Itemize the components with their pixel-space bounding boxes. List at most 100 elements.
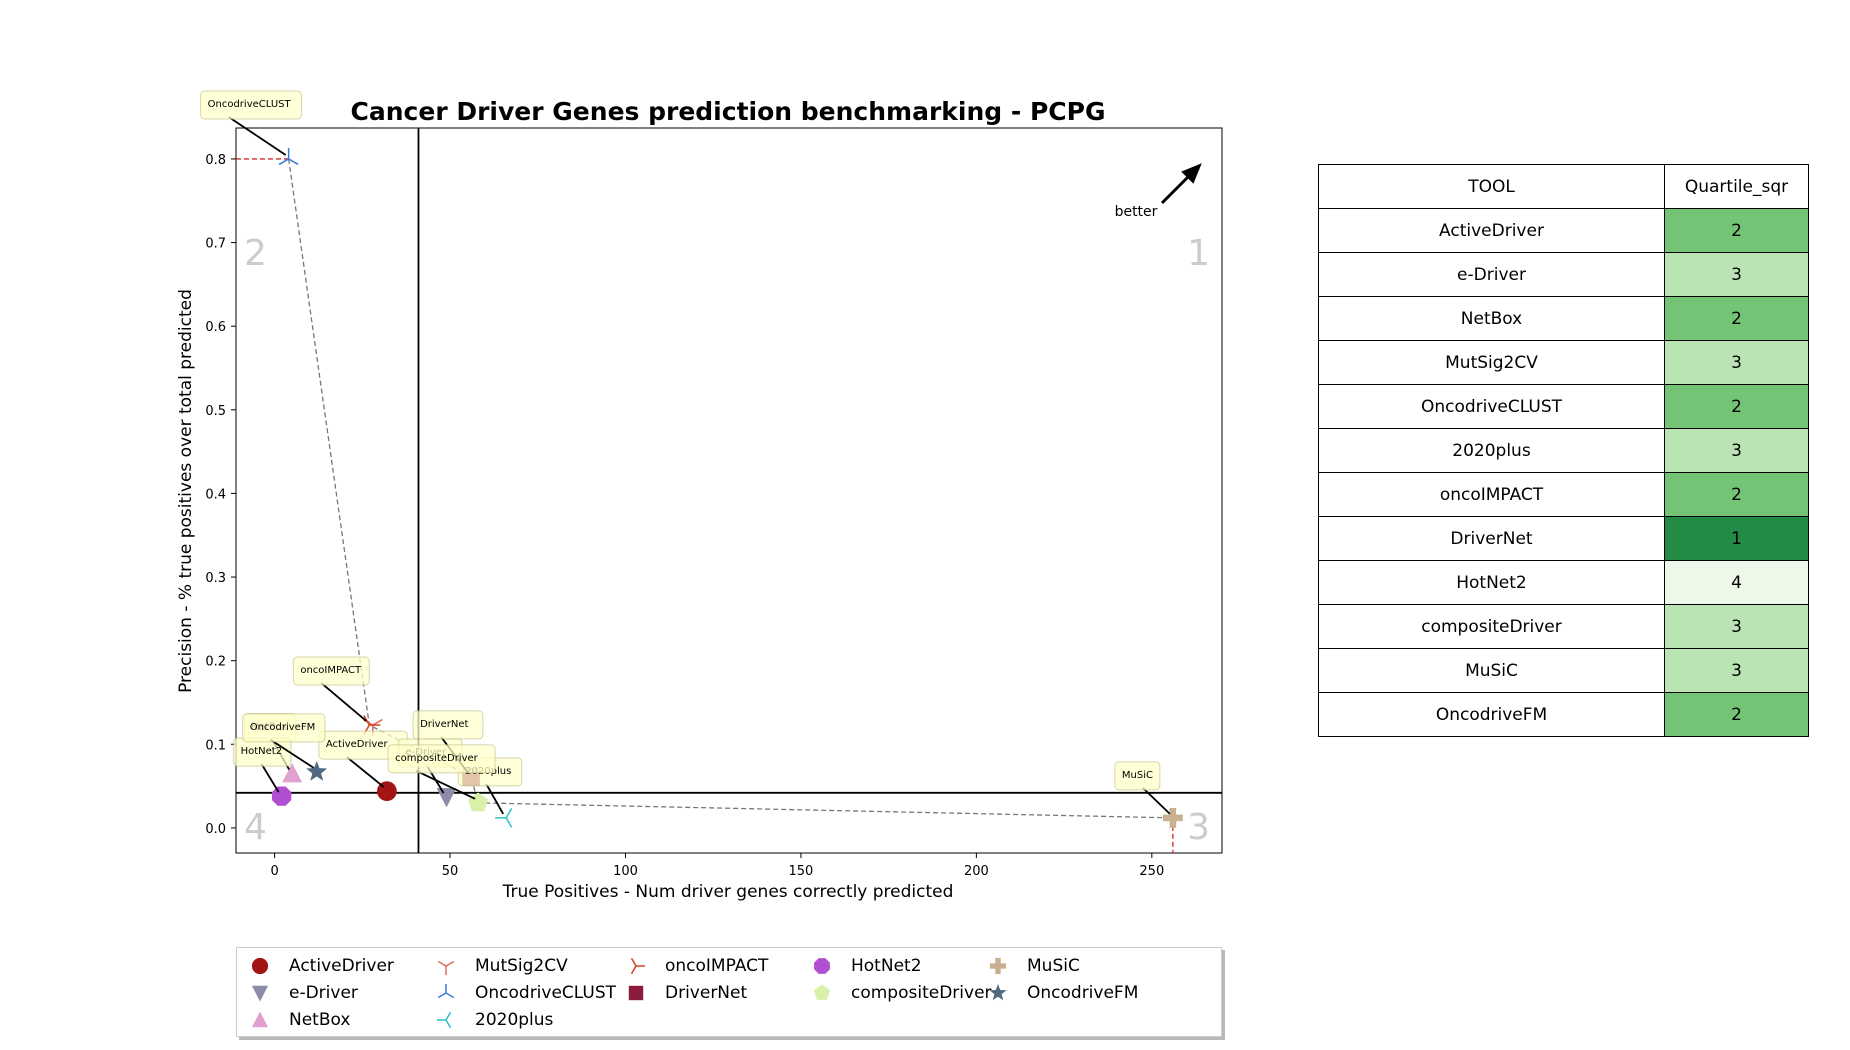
legend-item-oncodriveclust: OncodriveCLUST — [429, 981, 616, 1005]
chart-title: Cancer Driver Genes prediction benchmark… — [351, 97, 1106, 126]
y-tick-label: 0.1 — [205, 738, 226, 753]
annotation-text: DriverNet — [420, 719, 468, 730]
table-row: oncoIMPACT 2 — [1318, 472, 1809, 517]
legend-marker-shape — [989, 957, 1007, 975]
annotation-layer: ActiveDrivere-DriverNetBoxOncodriveCLUST… — [200, 90, 1171, 815]
table-cell-tool: NetBox — [1318, 296, 1665, 341]
annotation-text: OncodriveCLUST — [208, 99, 292, 110]
table-cell-quartile: 3 — [1664, 648, 1809, 693]
legend-label: 2020plus — [475, 1010, 554, 1030]
table-cell-quartile: 2 — [1664, 692, 1809, 737]
legend-item-drivernet: DriverNet — [619, 981, 747, 1005]
table-cell-tool: 2020plus — [1318, 428, 1665, 473]
table-cell-quartile: 2 — [1664, 384, 1809, 429]
annotation-drivernet: DriverNet — [412, 710, 484, 774]
annotation-activedriver: ActiveDriver — [318, 730, 408, 788]
annotation-arrow — [346, 756, 385, 788]
table-row: OncodriveFM 2 — [1318, 692, 1809, 737]
legend-item-2020plus: 2020plus — [429, 1008, 553, 1032]
annotation-arrow — [485, 783, 504, 815]
better-label: better — [1115, 204, 1158, 220]
annotation-hotnet2: HotNet2 — [233, 737, 292, 793]
data-point-oncodriveclust — [278, 147, 299, 166]
pareto-frontier-line — [287, 158, 1173, 819]
table-cell-tool: OncodriveCLUST — [1318, 384, 1665, 429]
table-cell-tool: OncodriveFM — [1318, 692, 1665, 737]
table-row: OncodriveCLUST 2 — [1318, 384, 1809, 429]
legend-label: HotNet2 — [851, 956, 922, 976]
y-tick-label: 0.2 — [205, 655, 226, 670]
table-row: NetBox 2 — [1318, 296, 1809, 341]
table-header-quartile: Quartile_sqr — [1664, 164, 1809, 209]
legend-marker — [630, 957, 645, 975]
legend-marker — [437, 984, 455, 999]
legend-label: e-Driver — [289, 983, 358, 1003]
legend-label: MuSiC — [1027, 956, 1080, 976]
annotation-box — [242, 713, 326, 743]
annotation-arrow — [270, 739, 315, 769]
table-cell-quartile: 3 — [1664, 340, 1809, 385]
legend-marker — [813, 984, 831, 1000]
quadrant-label-1: 1 — [1187, 233, 1210, 274]
x-tick-label: 150 — [789, 864, 814, 879]
annotation-oncodrivefm: OncodriveFM — [242, 713, 326, 769]
x-tick-label: 200 — [964, 864, 989, 879]
annotation-arrow — [320, 682, 367, 722]
table-row: ActiveDriver 2 — [1318, 208, 1809, 253]
legend-label: OncodriveCLUST — [475, 983, 617, 1003]
y-tick-label: 0.6 — [205, 320, 226, 335]
annotation-text: oncoIMPACT — [300, 665, 362, 676]
legend-label: oncoIMPACT — [665, 956, 769, 976]
table-cell-quartile: 3 — [1664, 252, 1809, 297]
legend-item-oncodrivefm: OncodriveFM — [981, 981, 1138, 1005]
x-tick-label: 50 — [442, 864, 459, 879]
y-tick-label: 0.4 — [205, 487, 226, 502]
data-point-e-driver — [436, 788, 457, 808]
better-arrow-head — [1181, 163, 1202, 184]
data-point-hotnet2 — [271, 786, 292, 806]
table-cell-tool: MutSig2CV — [1318, 340, 1665, 385]
table-cell-quartile: 4 — [1664, 560, 1809, 605]
table-cell-quartile: 1 — [1664, 516, 1809, 561]
legend-label: ActiveDriver — [289, 956, 394, 976]
y-tick-label: 0.7 — [205, 237, 226, 252]
annotation-arrow — [1142, 787, 1171, 815]
annotation-arrow — [415, 770, 476, 800]
table-row: 2020plus 3 — [1318, 428, 1809, 473]
legend-marker-shape — [437, 984, 455, 999]
quadrant-label-3: 3 — [1187, 807, 1210, 848]
legend-marker — [628, 985, 644, 1001]
annotation-text: ActiveDriver — [326, 739, 389, 750]
legend-label: compositeDriver — [851, 983, 992, 1003]
table-row: MutSig2CV 3 — [1318, 340, 1809, 385]
legend-marker — [437, 960, 455, 975]
legend-label: NetBox — [289, 1010, 351, 1030]
legend-marker — [251, 985, 269, 1002]
legend-marker-shape — [437, 1011, 452, 1029]
legend-marker-shape — [251, 1011, 269, 1028]
x-tick-label: 100 — [613, 864, 638, 879]
annotation-box — [292, 656, 370, 686]
table-row: compositeDriver 3 — [1318, 604, 1809, 649]
annotation-text: compositeDriver — [395, 753, 479, 764]
x-axis-label: True Positives - Num driver genes correc… — [502, 882, 954, 902]
table-cell-quartile: 2 — [1664, 208, 1809, 253]
legend-label: MutSig2CV — [475, 956, 568, 976]
data-point-compositedriver — [468, 792, 489, 812]
annotation-box — [1114, 761, 1161, 791]
legend-marker — [251, 1011, 269, 1028]
legend-marker — [251, 957, 269, 975]
legend-marker — [437, 1011, 452, 1029]
annotation-box — [200, 90, 302, 120]
annotation-arrow — [228, 116, 287, 156]
table-row: DriverNet 1 — [1318, 516, 1809, 561]
table-cell-tool: ActiveDriver — [1318, 208, 1665, 253]
y-tick-label: 0.0 — [205, 822, 226, 837]
legend-marker-shape — [814, 958, 830, 974]
annotation-text: HotNet2 — [241, 746, 282, 757]
plot-frame — [235, 127, 1223, 854]
annotation-text: OncodriveFM — [250, 722, 316, 733]
table-cell-tool: compositeDriver — [1318, 604, 1665, 649]
legend-item-mutsig2cv: MutSig2CV — [429, 954, 568, 978]
data-point-music — [1162, 807, 1183, 828]
